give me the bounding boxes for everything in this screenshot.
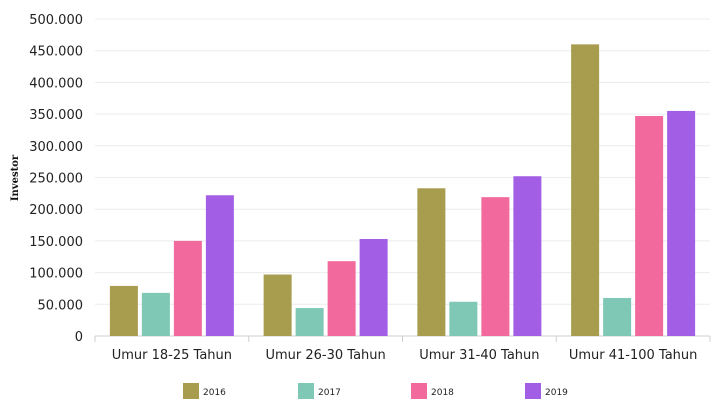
- y-tick-label: 350.000: [29, 108, 83, 123]
- y-tick-label: 200.000: [29, 203, 83, 218]
- bar-2018-3[interactable]: [481, 197, 510, 336]
- bar-2017-1[interactable]: [141, 292, 170, 336]
- legend-label: 2017: [318, 388, 341, 398]
- legend-label: 2019: [545, 388, 568, 398]
- bar-2016-4[interactable]: [571, 44, 600, 337]
- legend-label: 2018: [431, 388, 454, 398]
- legend-swatch: [525, 383, 541, 399]
- y-tick-label: 100.000: [29, 267, 83, 282]
- bars: [109, 44, 696, 337]
- legend-swatch: [411, 383, 427, 399]
- x-category-label: Umur 41-100 Tahun: [569, 348, 698, 363]
- bar-2017-4[interactable]: [603, 297, 632, 336]
- bar-2019-3[interactable]: [513, 176, 542, 336]
- legend-item-2016[interactable]: 2016: [183, 383, 226, 399]
- bar-2016-3[interactable]: [417, 188, 446, 336]
- x-category-label: Umur 31-40 Tahun: [419, 348, 539, 363]
- y-axis-label: Investor: [10, 154, 21, 201]
- legend-swatch: [298, 383, 314, 399]
- y-tick-label: 250.000: [29, 172, 83, 187]
- bar-2018-2[interactable]: [327, 261, 356, 336]
- bar-2018-4[interactable]: [635, 116, 664, 336]
- y-tick-label: 0: [75, 330, 83, 345]
- x-category-label: Umur 18-25 Tahun: [112, 348, 232, 363]
- legend-item-2018[interactable]: 2018: [411, 383, 454, 399]
- y-axis-ticks: 0 50.000 100.000 150.000 200.000 250.000 300.0…: [29, 13, 83, 345]
- bar-2016-2[interactable]: [263, 274, 292, 336]
- y-tick-label: 400.000: [29, 76, 83, 91]
- bar-2018-1[interactable]: [173, 240, 202, 336]
- y-tick-label: 500.000: [29, 13, 83, 28]
- y-tick-label: 300.000: [29, 140, 83, 155]
- bar-2019-1[interactable]: [205, 195, 234, 336]
- legend[interactable]: 2016 2017 2018 2019: [183, 383, 568, 399]
- bar-2019-2[interactable]: [359, 238, 388, 336]
- bar-2016-1[interactable]: [109, 285, 138, 336]
- bar-2017-3[interactable]: [449, 301, 478, 336]
- legend-label: 2016: [203, 388, 226, 398]
- y-tick-label: 50.000: [38, 298, 84, 313]
- x-category-label: Umur 26-30 Tahun: [265, 348, 385, 363]
- y-tick-label: 150.000: [29, 235, 83, 250]
- legend-item-2017[interactable]: 2017: [298, 383, 341, 399]
- bar-2019-4[interactable]: [667, 110, 696, 337]
- y-tick-label: 450.000: [29, 45, 83, 60]
- x-axis: Umur 18-25 Tahun Umur 26-30 Tahun Umur 31-…: [94, 336, 711, 363]
- bar-2017-2[interactable]: [295, 308, 324, 336]
- legend-swatch: [183, 383, 199, 399]
- legend-item-2019[interactable]: 2019: [525, 383, 568, 399]
